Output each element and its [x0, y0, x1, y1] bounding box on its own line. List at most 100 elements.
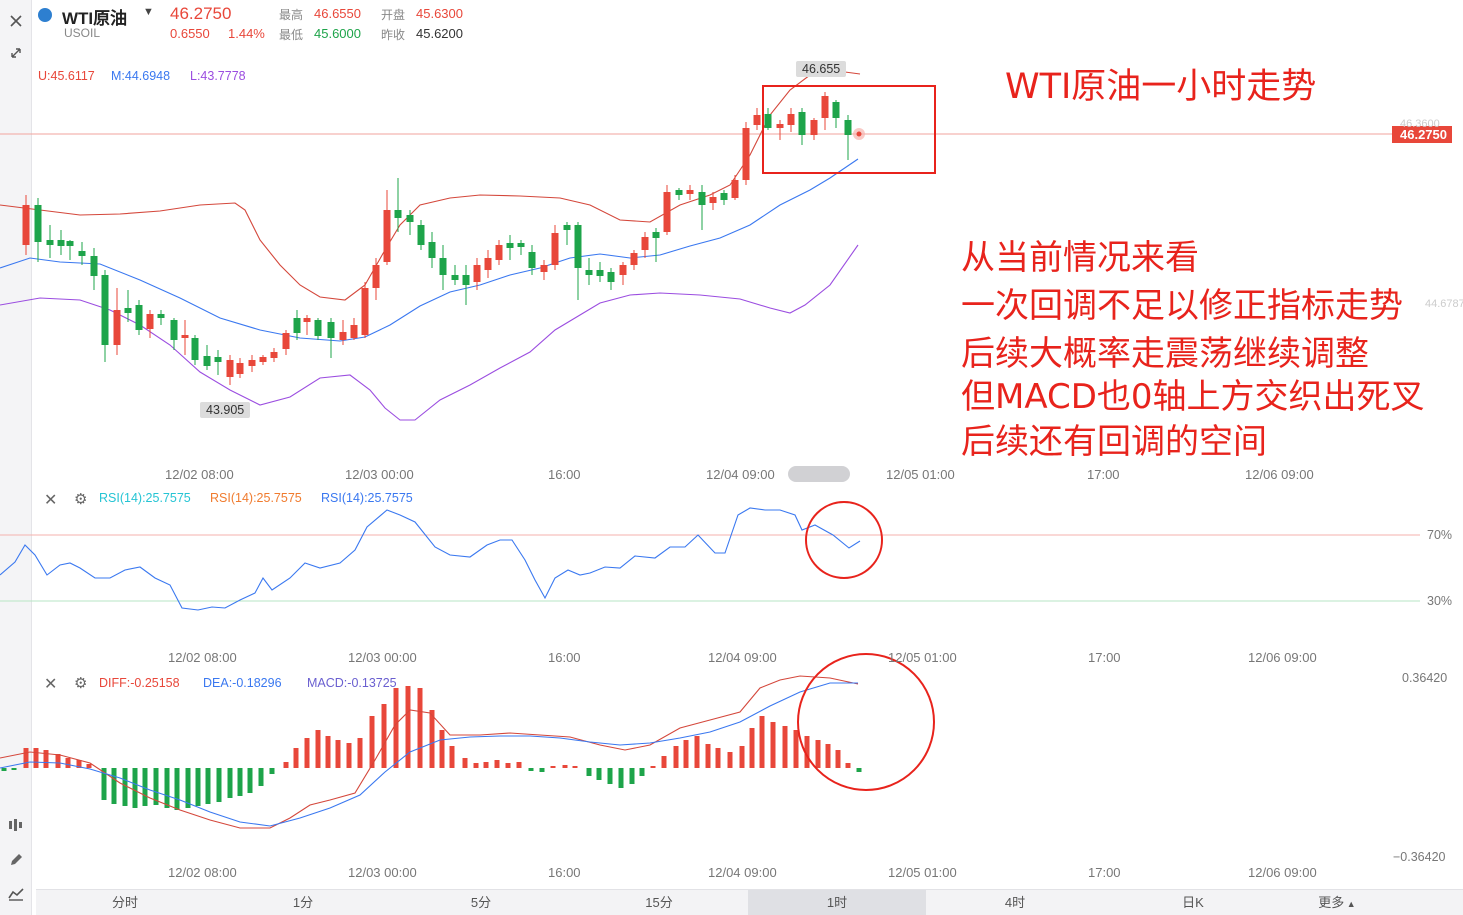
boll-mid-line	[0, 158, 859, 342]
macd-bar	[335, 740, 341, 768]
tab-fenshi[interactable]: 分时	[111, 895, 138, 910]
price-change: 0.6550	[170, 26, 210, 41]
candle-style-icon[interactable]	[3, 812, 29, 838]
annotation-line-4: 但MACD也0轴上方交织出死叉	[961, 377, 1425, 417]
candle-body	[619, 265, 627, 275]
candle-body	[709, 197, 717, 203]
candle-body	[810, 120, 818, 135]
x-label: 12/05 01:00	[888, 650, 957, 665]
low-marker: 43.905	[200, 402, 251, 418]
candle-body	[764, 114, 772, 128]
candle-body	[214, 357, 222, 362]
candle-body	[574, 225, 582, 268]
x-label: 17:00	[1088, 865, 1121, 880]
macd-bar	[258, 768, 264, 786]
macd-bar	[369, 716, 375, 768]
close-icon[interactable]	[3, 8, 29, 34]
macd-bar	[23, 748, 29, 768]
symbol-name[interactable]: WTI原油	[62, 9, 128, 28]
macd-diff-label: DIFF:-0.25158	[99, 676, 180, 690]
macd-bar	[76, 760, 82, 768]
boll-lower-value: L:43.7778	[190, 69, 246, 83]
annotation-line-2: 一次回调不足以修正指标走势	[961, 286, 1403, 326]
candle-body	[663, 192, 671, 232]
tab-1hour[interactable]: 1时	[748, 890, 926, 915]
candle-body	[776, 124, 784, 128]
macd-bar	[782, 726, 788, 768]
macd-bar	[694, 736, 700, 768]
x-label: 12/06 09:00	[1248, 865, 1317, 880]
x-label: 16:00	[548, 650, 581, 665]
x-label: 12/02 08:00	[165, 467, 234, 482]
macd-bar	[705, 744, 711, 768]
macd-bar	[86, 764, 92, 768]
macd-bar	[195, 768, 201, 806]
rsi-label-2: RSI(14):25.7575	[210, 491, 302, 505]
macd-bar	[205, 768, 211, 804]
tab-1min[interactable]: 1分	[292, 895, 314, 910]
candle-body	[698, 192, 706, 205]
candle-body	[675, 190, 683, 195]
candle-body	[506, 243, 514, 248]
left-toolbar	[0, 0, 32, 915]
macd-bar	[727, 752, 733, 768]
close-icon[interactable]: ✕	[44, 492, 58, 509]
tab-5min[interactable]: 5分	[470, 895, 492, 910]
macd-bar	[759, 716, 765, 768]
prev-close-label: 昨收	[381, 28, 406, 42]
macd-bar	[101, 768, 107, 800]
tab-4hour[interactable]: 4时	[1004, 895, 1026, 910]
candle-body	[630, 253, 638, 265]
loading-dots	[788, 466, 850, 482]
settings-icon[interactable]: ⚙	[74, 675, 88, 692]
current-dot-inner	[856, 131, 862, 137]
candle-body	[46, 240, 54, 245]
chevron-down-icon[interactable]: ▼	[143, 6, 154, 18]
candle-body	[596, 270, 604, 276]
macd-bar	[216, 768, 222, 802]
draw-pen-icon[interactable]	[3, 847, 29, 873]
indicator-icon[interactable]	[3, 881, 29, 907]
macd-bar	[449, 746, 455, 768]
macd-bar	[185, 768, 191, 808]
macd-diff-line	[0, 675, 859, 829]
candle-body	[270, 352, 278, 358]
candle-body	[113, 310, 121, 345]
macd-bar	[174, 768, 180, 810]
settings-icon[interactable]: ⚙	[74, 491, 88, 508]
macd-bar	[473, 763, 479, 768]
macd-bar	[483, 762, 489, 768]
candle-body	[383, 210, 391, 262]
boll-upper-value: U:45.6117	[38, 69, 95, 83]
collapse-icon[interactable]	[3, 40, 29, 66]
candle-body	[563, 225, 571, 230]
annotation-line-5: 后续还有回调的空间	[961, 422, 1267, 462]
close-icon[interactable]: ✕	[44, 676, 58, 693]
symbol-code: USOIL	[64, 26, 101, 40]
candle-body	[652, 232, 660, 238]
macd-bar	[586, 768, 592, 776]
macd-bar	[683, 740, 689, 768]
tab-15min[interactable]: 15分	[645, 895, 673, 910]
candle-body	[22, 205, 30, 245]
macd-bar	[639, 768, 645, 776]
candle-body	[259, 357, 267, 362]
candle-body	[551, 233, 559, 265]
more-button[interactable]: 更多 ▲	[1282, 890, 1392, 915]
candle-body	[226, 360, 234, 377]
x-label: 17:00	[1088, 650, 1121, 665]
candle-body	[248, 360, 256, 366]
macd-bar	[346, 743, 352, 768]
candle-body	[157, 314, 165, 318]
macd-bar	[835, 750, 841, 768]
candle-body	[528, 252, 536, 268]
macd-bar	[550, 766, 556, 768]
more-label: 更多	[1318, 895, 1345, 910]
macd-bar	[237, 768, 243, 796]
tab-daily[interactable]: 日K	[1182, 895, 1204, 910]
macd-bar	[629, 768, 635, 784]
macd-bar	[572, 766, 578, 768]
macd-bar	[856, 768, 862, 772]
candle-body	[462, 275, 470, 285]
